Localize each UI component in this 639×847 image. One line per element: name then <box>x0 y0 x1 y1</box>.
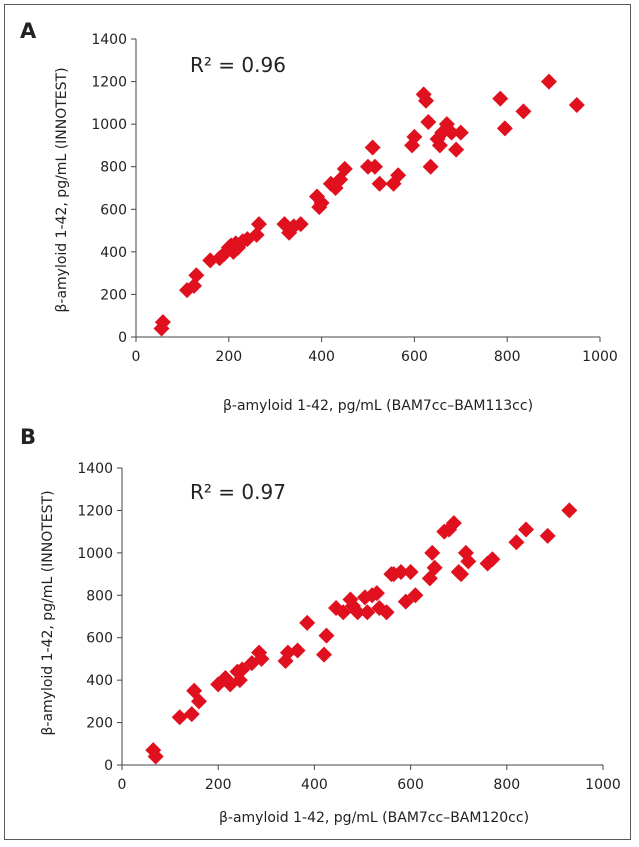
panel-b-data-point <box>359 604 376 621</box>
panel-b-data-point <box>349 604 366 621</box>
panel-a-data-point <box>422 158 439 175</box>
panel-a-data-point <box>336 160 353 177</box>
panel-b-data-point <box>253 650 270 667</box>
panel-b-x-tick-label: 0 <box>118 777 127 793</box>
panel-a-data-point <box>292 216 309 233</box>
panel-a-data-point <box>420 114 437 131</box>
panel-a-data-point <box>443 124 460 141</box>
panel-b-data-point <box>424 544 441 561</box>
panel-b-data-point <box>484 551 501 568</box>
panel-b-points <box>145 502 578 765</box>
panel-b-data-point <box>190 693 207 710</box>
panel-b-y-tick-label: 400 <box>86 673 113 689</box>
panel-a-y-tick-label: 0 <box>118 330 127 346</box>
panel-a-x-tick-label: 1000 <box>582 349 618 365</box>
panel-b-y-tick-label: 200 <box>86 716 113 732</box>
panel-b-data-point <box>561 502 578 519</box>
panel-a-data-point <box>496 120 513 137</box>
panel-a-data-point <box>248 226 265 243</box>
panel-b-data-point <box>183 706 200 723</box>
panel-b-y-tick-label: 600 <box>86 631 113 647</box>
panel-b-y-tick-label: 800 <box>86 588 113 604</box>
panel-a-data-point <box>448 141 465 158</box>
panel-a-data-point <box>390 167 407 184</box>
panel-a: A R² = 0.96 0 200 400 600 800 1000 1200 1400 0 20… <box>20 19 618 414</box>
panel-a-y-tick-label: 600 <box>100 202 127 218</box>
panel-b-x-tick-label: 1000 <box>585 777 621 793</box>
panel-b-x-tick-label: 400 <box>301 777 328 793</box>
panel-b-data-point <box>539 527 556 544</box>
panel-b-data-point <box>518 521 535 538</box>
panel-b-data-point <box>453 566 470 583</box>
panel-b-data-point <box>316 646 333 663</box>
panel-a-data-point <box>250 216 267 233</box>
panel-b-r2-annotation: R² = 0.97 <box>190 480 286 504</box>
panel-b-y-tick-label: 1200 <box>77 503 113 519</box>
panel-a-x-tick-label: 800 <box>494 349 521 365</box>
panel-a-data-point <box>431 137 448 154</box>
panel-a-x-tick-label: 0 <box>132 349 141 365</box>
panel-b-data-point <box>289 642 306 659</box>
panel-a-data-point <box>364 139 381 156</box>
panel-a-y-axis-title: β-amyloid 1-42, pg/mL (INNOTEST) <box>54 67 70 312</box>
panel-a-data-point <box>406 128 423 145</box>
panel-a-points <box>153 73 585 337</box>
panel-a-x-tick-label: 600 <box>401 349 428 365</box>
figure-frame <box>4 4 631 840</box>
panel-b-y-tick-label: 1000 <box>77 546 113 562</box>
panel-b-data-point <box>378 604 395 621</box>
panel-a-x-axis-title: β-amyloid 1-42, pg/mL (BAM7cc–BAM113cc) <box>223 398 533 414</box>
panel-b-data-point <box>231 672 248 689</box>
panel-b-data-point <box>402 563 419 580</box>
panel-a-y-tick-label: 1000 <box>91 117 127 133</box>
panel-a-label: A <box>20 19 37 43</box>
panel-b-data-point <box>508 534 525 551</box>
panel-a-data-point <box>313 194 330 211</box>
panel-a-y-tick-label: 800 <box>100 160 127 176</box>
panel-a-r2-annotation: R² = 0.96 <box>190 53 286 77</box>
panel-b-axes: 0 200 400 600 800 1000 1200 1400 0 200 400 600 800 10… <box>77 461 620 793</box>
panel-a-data-point <box>515 103 532 120</box>
panel-b-y-tick-label: 0 <box>104 758 113 774</box>
panel-a-x-tick-label: 200 <box>215 349 242 365</box>
panel-b-data-point <box>445 515 462 532</box>
panel-a-data-point <box>540 73 557 90</box>
panel-a-data-point <box>452 124 469 141</box>
panel-b-y-axis-title: β-amyloid 1-42, pg/mL (INNOTEST) <box>40 490 56 735</box>
panel-b-label: B <box>20 425 36 449</box>
panel-a-y-tick-label: 200 <box>100 287 127 303</box>
panel-a-data-point <box>418 92 434 109</box>
panel-a-data-point <box>568 96 585 113</box>
panel-a-axes: 0 200 400 600 800 1000 1200 1400 0 200 400 600 800 10… <box>91 32 617 365</box>
panel-b-data-point <box>392 563 409 580</box>
panel-b-data-point <box>368 585 385 602</box>
panel-a-data-point <box>371 175 388 192</box>
panel-b-data-point <box>171 709 188 726</box>
panel-b-data-point <box>407 587 424 604</box>
panel-a-y-tick-label: 1200 <box>91 75 127 91</box>
panel-b-x-tick-label: 600 <box>397 777 424 793</box>
panel-b-data-point <box>460 553 477 570</box>
panel-b-data-point <box>318 627 335 644</box>
panel-b: B R² = 0.97 0 200 400 600 800 1000 1200 1400 0 20… <box>20 425 621 826</box>
panel-a-data-point <box>154 314 171 331</box>
panel-b-x-axis-title: β-amyloid 1-42, pg/mL (BAM7cc–BAM120cc) <box>219 810 529 826</box>
panel-b-x-tick-label: 200 <box>205 777 232 793</box>
panel-a-data-point <box>186 277 202 294</box>
panel-a-data-point <box>492 90 509 107</box>
panel-a-x-tick-label: 400 <box>308 349 335 365</box>
panel-b-data-point <box>426 559 443 576</box>
panel-b-y-tick-label: 1400 <box>77 461 113 477</box>
panel-a-y-tick-label: 1400 <box>91 32 127 48</box>
panel-a-data-point <box>366 158 383 175</box>
panel-b-x-tick-label: 800 <box>493 777 520 793</box>
panel-b-data-point <box>299 614 316 631</box>
panel-a-y-tick-label: 400 <box>100 245 127 261</box>
panel-a-data-point <box>188 267 205 284</box>
panel-b-data-point <box>147 748 164 765</box>
